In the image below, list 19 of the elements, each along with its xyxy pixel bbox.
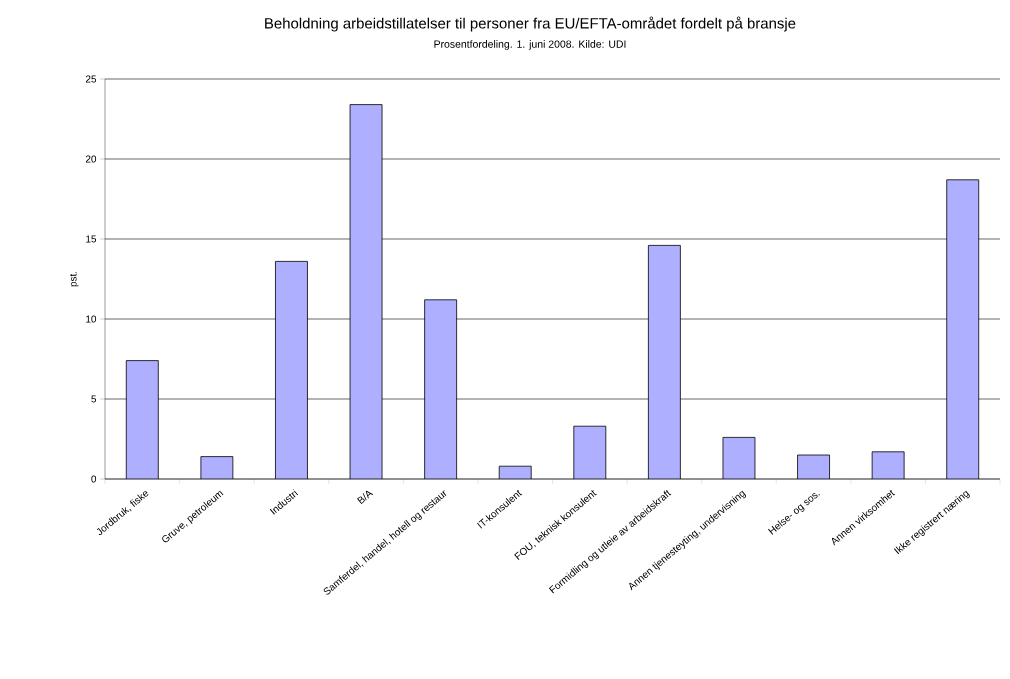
bar bbox=[349, 104, 383, 479]
bar bbox=[722, 437, 756, 479]
bar bbox=[871, 451, 905, 479]
y-tick-label: 5 bbox=[91, 395, 97, 403]
bar bbox=[573, 425, 607, 479]
y-axis-title: pst. bbox=[70, 271, 79, 287]
bar bbox=[424, 299, 458, 479]
bar bbox=[275, 261, 308, 479]
y-tick-label: 25 bbox=[85, 75, 97, 83]
chart-title: Beholdning arbeidstillatelser til personer fra EU/EFTA-området fordelt på bransje bbox=[265, 16, 796, 32]
x-tick-label: B/A bbox=[357, 490, 374, 505]
y-tick-label: 0 bbox=[91, 475, 97, 483]
bar bbox=[946, 179, 980, 479]
chart-subtitle: Prosentfordeling. 1. juni 2008. Kilde: UDI bbox=[434, 40, 626, 50]
y-tick-label: 10 bbox=[86, 315, 97, 323]
y-tick-label: 15 bbox=[86, 235, 97, 243]
bar bbox=[647, 245, 681, 479]
bar bbox=[125, 360, 159, 479]
y-tick-label: 20 bbox=[85, 155, 97, 163]
